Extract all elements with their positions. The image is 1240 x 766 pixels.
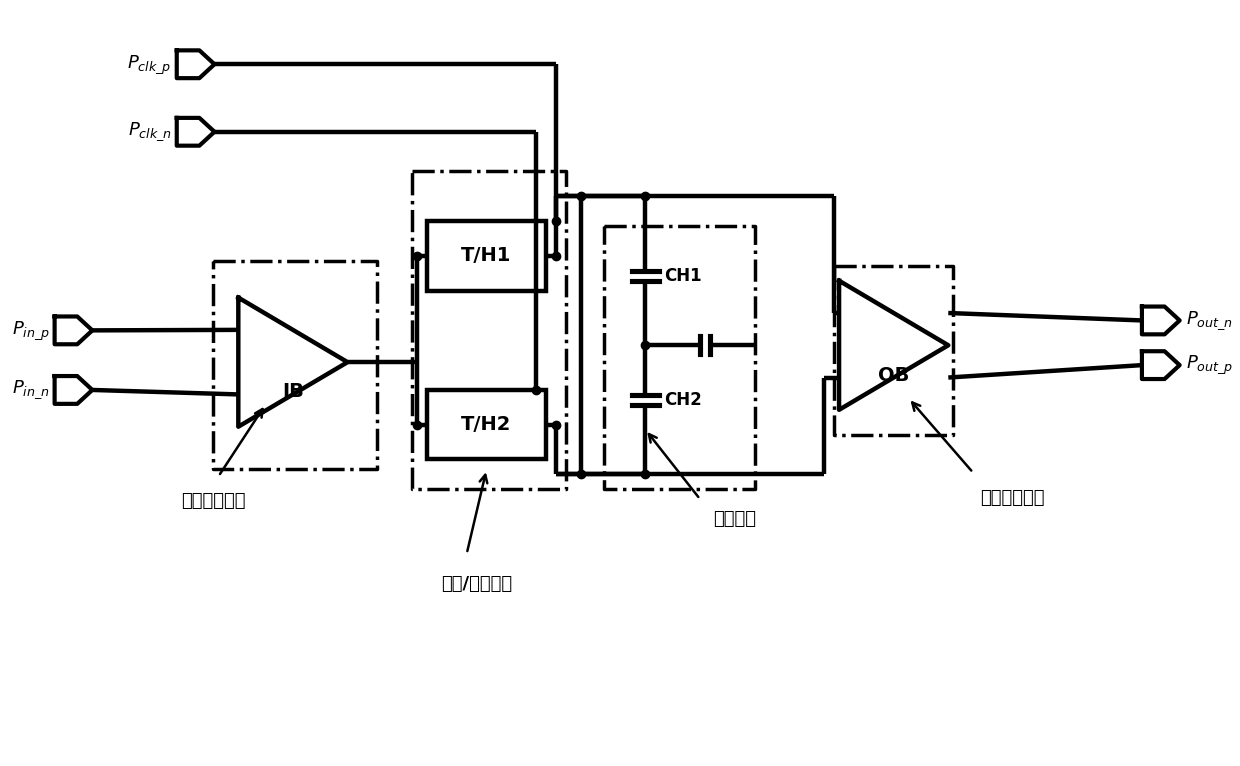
Text: $P_{out\_p}$: $P_{out\_p}$ [1185, 354, 1233, 376]
Text: T/H2: T/H2 [461, 415, 512, 434]
Bar [427, 221, 546, 290]
Polygon shape [177, 118, 215, 146]
Polygon shape [238, 298, 347, 427]
Text: $P_{in\_p}$: $P_{in\_p}$ [11, 319, 50, 342]
Polygon shape [839, 280, 949, 410]
Text: 输入缓冲单元: 输入缓冲单元 [181, 493, 246, 510]
Text: CH1: CH1 [665, 267, 702, 285]
Text: $P_{out\_n}$: $P_{out\_n}$ [1185, 309, 1233, 332]
Polygon shape [177, 51, 215, 78]
Text: $P_{clk\_n}$: $P_{clk\_n}$ [128, 120, 172, 143]
Text: CH2: CH2 [665, 391, 702, 409]
Polygon shape [55, 376, 92, 404]
Text: 跟踪/保持开关: 跟踪/保持开关 [441, 574, 512, 593]
Text: IB: IB [281, 382, 304, 401]
Text: $P_{clk\_p}$: $P_{clk\_p}$ [128, 53, 172, 76]
Polygon shape [55, 316, 92, 344]
Bar [427, 390, 546, 460]
Text: 输出缓冲单元: 输出缓冲单元 [981, 489, 1045, 506]
Text: T/H1: T/H1 [461, 247, 512, 265]
Text: $P_{in\_n}$: $P_{in\_n}$ [12, 378, 50, 401]
Polygon shape [1142, 306, 1179, 334]
Text: 保持电容: 保持电容 [713, 510, 756, 528]
Polygon shape [1142, 352, 1179, 379]
Text: OB: OB [878, 365, 909, 385]
